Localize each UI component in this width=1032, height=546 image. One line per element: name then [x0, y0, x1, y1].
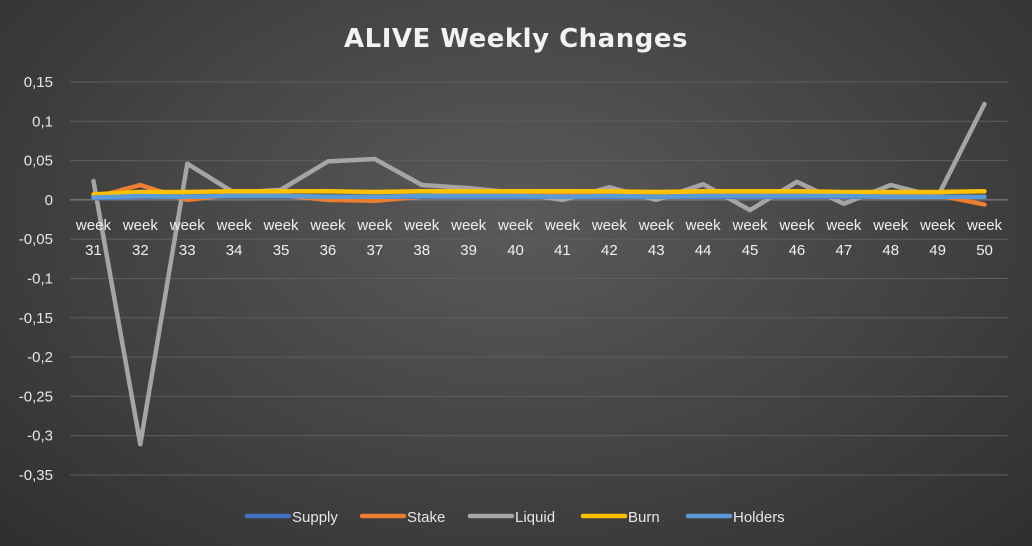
x-tick-label: 50	[976, 242, 993, 259]
x-tick-label: week	[309, 217, 346, 234]
x-tick-label: 49	[929, 242, 946, 259]
series-line-liquid	[91, 101, 987, 447]
x-tick-label: week	[919, 217, 956, 234]
x-tick-label: week	[778, 217, 815, 234]
x-tick-label: 45	[742, 242, 759, 259]
x-tick-label: 37	[367, 242, 384, 259]
y-tick-label: 0,05	[24, 153, 53, 170]
x-tick-label: 42	[601, 242, 618, 259]
x-tick-label: week	[638, 217, 675, 234]
y-tick-label: -0,1	[27, 271, 53, 288]
x-tick-label: week	[825, 217, 862, 234]
legend-label: Burn	[628, 509, 660, 526]
x-tick-label: week	[544, 217, 581, 234]
x-tick-label: week	[685, 217, 722, 234]
x-tick-label: week	[450, 217, 487, 234]
x-tick-label: 43	[648, 242, 665, 259]
legend-label: Holders	[733, 509, 785, 526]
y-tick-label: -0,2	[27, 349, 53, 366]
legend-label: Liquid	[515, 509, 555, 526]
legend: Supply Stake Liquid Burn Holders	[244, 509, 785, 526]
x-tick-label: week	[122, 217, 159, 234]
x-tick-label: 44	[695, 242, 712, 259]
x-tick-label: week	[732, 217, 769, 234]
x-tick-label: 47	[836, 242, 853, 259]
x-tick-label: week	[403, 217, 440, 234]
x-tick-label: 32	[132, 242, 149, 259]
y-tick-label: 0	[45, 192, 53, 209]
y-tick-label: 0,15	[24, 74, 53, 91]
x-tick-label: 41	[554, 242, 571, 259]
x-tick-label: 36	[320, 242, 337, 259]
chart-title: ALIVE Weekly Changes	[344, 24, 688, 54]
series-line-burn	[91, 189, 987, 197]
y-tick-label: -0,25	[19, 388, 53, 405]
x-tick-label: 31	[85, 242, 102, 259]
x-tick-label: week	[356, 217, 393, 234]
x-tick-label: 35	[273, 242, 290, 259]
x-tick-label: 34	[226, 242, 243, 259]
x-tick-label: week	[216, 217, 253, 234]
y-tick-label: -0,3	[27, 428, 53, 445]
x-tick-label: 33	[179, 242, 196, 259]
legend-label: Supply	[292, 509, 338, 526]
x-tick-label: 48	[882, 242, 899, 259]
x-tick-label: week	[263, 217, 300, 234]
x-tick-label: week	[966, 217, 1003, 234]
x-axis: week 31 week 32 week 33 week 34 week 35 week 36 week…	[75, 217, 1003, 259]
x-tick-label: 38	[413, 242, 430, 259]
x-tick-label: week	[169, 217, 206, 234]
y-tick-label: -0,15	[19, 310, 53, 327]
y-tick-label: -0,05	[19, 231, 53, 248]
x-tick-label: week	[75, 217, 112, 234]
x-tick-label: 39	[460, 242, 477, 259]
gridlines	[70, 81, 1008, 476]
x-tick-label: week	[591, 217, 628, 234]
y-axis: 0,15 0,1 0,05 0 -0,05 -0,1 -0,15 -0,2 -0,25 -0,3 -…	[19, 74, 53, 484]
x-tick-label: week	[497, 217, 534, 234]
legend-label: Stake	[407, 509, 445, 526]
x-tick-label: week	[872, 217, 909, 234]
x-tick-label: 46	[789, 242, 806, 259]
y-tick-label: 0,1	[32, 113, 53, 130]
y-tick-label: -0,35	[19, 467, 53, 484]
series-line-holders	[91, 193, 987, 200]
x-tick-label: 40	[507, 242, 524, 259]
series-lines	[91, 101, 987, 447]
